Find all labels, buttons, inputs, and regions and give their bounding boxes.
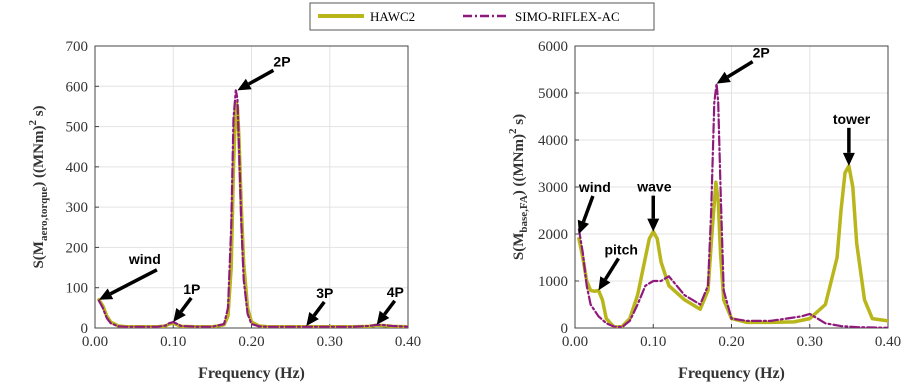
x-tick-label: 0.00 bbox=[562, 334, 588, 350]
y-axis-label-sub: aero,torque bbox=[38, 187, 50, 241]
y-axis-label-sub: base,FA bbox=[518, 195, 530, 232]
y-tick-label: 0 bbox=[561, 321, 569, 337]
y-tick-label: 2000 bbox=[538, 227, 568, 243]
x-tick-label: 0.00 bbox=[82, 334, 108, 350]
y-axis-label-pre: S(M bbox=[511, 233, 527, 261]
x-tick-label: 0.30 bbox=[797, 334, 823, 350]
annotation-label: tower bbox=[833, 111, 871, 127]
annotation-arrowhead bbox=[306, 311, 319, 326]
legend: HAWC2 SIMO-RIFLEX-AC bbox=[309, 2, 655, 31]
y-tick-label: 500 bbox=[66, 120, 89, 136]
annotation-arrowhead bbox=[598, 276, 611, 291]
annotation-arrow bbox=[383, 299, 397, 316]
series-line-simo-riflex-ac bbox=[577, 82, 888, 328]
y-tick-label: 4000 bbox=[538, 133, 568, 149]
x-axis-label: Frequency (Hz) bbox=[198, 365, 305, 382]
annotation-arrowhead bbox=[376, 310, 390, 325]
y-axis-label-sup: 2 bbox=[507, 128, 519, 134]
y-axis-label-post: ) ((MNm) bbox=[511, 134, 527, 195]
annotation-arrowhead bbox=[716, 71, 731, 84]
x-tick-label: 0.20 bbox=[238, 334, 264, 350]
y-tick-label: 400 bbox=[66, 160, 89, 176]
annotation-arrow bbox=[603, 257, 620, 281]
annotation-arrowhead bbox=[577, 219, 590, 234]
annotation-label: 2P bbox=[753, 45, 770, 61]
x-tick-label: 0.10 bbox=[640, 334, 666, 350]
legend-label-hawc2: HAWC2 bbox=[370, 9, 415, 24]
y-tick-label: 100 bbox=[66, 281, 89, 297]
y-tick-label: 200 bbox=[66, 240, 89, 256]
chart-base-fa: 0.00 0.10 0.20 0.30 0.40 0 1000 2000 3000 4000 500… bbox=[507, 39, 901, 382]
annotation-label: 2P bbox=[273, 53, 290, 69]
annotation-arrowhead bbox=[98, 288, 114, 300]
x-tick-label: 0.30 bbox=[317, 334, 343, 350]
annotation-arrowhead bbox=[842, 152, 855, 166]
annotation-arrowhead bbox=[173, 307, 186, 322]
annotation-label: 3P bbox=[316, 285, 333, 301]
annotation-arrow bbox=[179, 296, 193, 313]
y-tick-label: 0 bbox=[81, 321, 89, 337]
annotation-label: 4P bbox=[387, 284, 404, 300]
annotation-label: wind bbox=[128, 251, 161, 267]
series-line-hawc2 bbox=[577, 164, 888, 328]
annotation-arrowhead bbox=[237, 78, 252, 91]
series-line-simo-riflex-ac bbox=[97, 89, 408, 328]
y-axis-label: S(Mbase,FA) ((MNm)2 s) bbox=[507, 114, 530, 260]
y-tick-label: 1000 bbox=[538, 274, 568, 290]
y-axis-label-post: ) ((MNm) bbox=[31, 126, 47, 187]
annotation-arrow bbox=[247, 68, 275, 86]
series-line-hawc2 bbox=[97, 100, 408, 328]
y-tick-label: 6000 bbox=[538, 39, 568, 55]
chart-aero-torque: 0.00 0.10 0.20 0.30 0.40 0 100 200 300 400 500 600 7… bbox=[27, 39, 421, 382]
x-axis-label: Frequency (Hz) bbox=[678, 365, 785, 382]
annotation-label: wind bbox=[578, 179, 611, 195]
x-tick-label: 0.40 bbox=[875, 334, 901, 350]
annotation-arrow bbox=[109, 268, 158, 296]
y-axis-label-pre: S(M bbox=[31, 241, 47, 269]
annotation-arrow bbox=[312, 300, 326, 317]
annotation-arrowhead bbox=[647, 218, 660, 232]
annotation-label: wave bbox=[636, 179, 671, 195]
x-tick-label: 0.40 bbox=[395, 334, 421, 350]
y-axis-label-tail: s) bbox=[511, 114, 527, 129]
y-axis-label-sup: 2 bbox=[27, 120, 39, 126]
annotation-arrow bbox=[581, 195, 595, 223]
annotation-label: 1P bbox=[183, 281, 200, 297]
y-tick-label: 5000 bbox=[538, 86, 568, 102]
annotation-arrow bbox=[726, 60, 754, 79]
annotation-label: pitch bbox=[604, 241, 637, 257]
x-tick-label: 0.10 bbox=[160, 334, 186, 350]
legend-label-simo-riflex-ac: SIMO-RIFLEX-AC bbox=[515, 9, 620, 24]
y-tick-label: 3000 bbox=[538, 180, 568, 196]
y-tick-label: 600 bbox=[66, 79, 89, 95]
y-tick-label: 300 bbox=[66, 200, 89, 216]
y-axis-label: S(Maero,torque) ((MNm)2 s) bbox=[27, 105, 50, 268]
x-tick-label: 0.20 bbox=[718, 334, 744, 350]
y-tick-label: 700 bbox=[66, 39, 89, 55]
y-axis-label-tail: s) bbox=[31, 105, 47, 120]
